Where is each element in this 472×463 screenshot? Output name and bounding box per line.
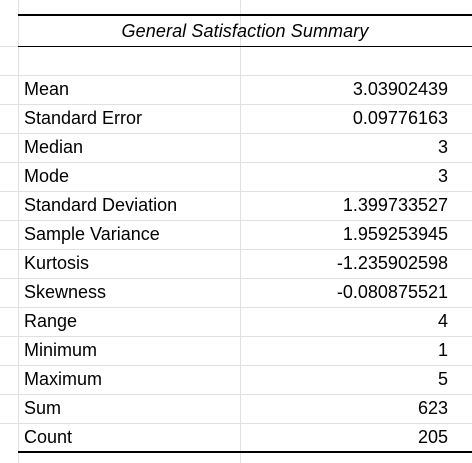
stat-value-mean[interactable]: 3.03902439 bbox=[352, 79, 448, 99]
stat-value-minimum[interactable]: 1 bbox=[437, 340, 448, 360]
table-bottom-border bbox=[18, 451, 472, 453]
stat-label-sum[interactable]: Sum bbox=[24, 398, 62, 418]
table-row: Standard Error 0.09776163 bbox=[18, 104, 472, 133]
stat-label-mode[interactable]: Mode bbox=[24, 166, 70, 186]
table-title[interactable]: General Satisfaction Summary bbox=[121, 21, 369, 41]
stat-label-range[interactable]: Range bbox=[24, 311, 78, 331]
stat-label-count[interactable]: Count bbox=[24, 427, 73, 447]
stat-label-median[interactable]: Median bbox=[24, 137, 84, 157]
gridline bbox=[0, 394, 472, 395]
table-row: Mode 3 bbox=[18, 162, 472, 191]
gridline bbox=[0, 423, 472, 424]
stat-value-count[interactable]: 205 bbox=[417, 427, 448, 447]
stat-value-range[interactable]: 4 bbox=[437, 311, 448, 331]
table-row: Sum 623 bbox=[18, 394, 472, 423]
title-underline bbox=[18, 46, 472, 47]
stat-label-sample-variance[interactable]: Sample Variance bbox=[24, 224, 160, 244]
stat-label-mean[interactable]: Mean bbox=[24, 79, 70, 99]
table-row: Minimum 1 bbox=[18, 336, 472, 365]
stat-value-kurtosis[interactable]: -1.235902598 bbox=[336, 253, 448, 273]
table-row: Count 205 bbox=[18, 423, 472, 452]
gridline bbox=[0, 104, 472, 105]
gridline bbox=[18, 0, 19, 463]
stat-value-sum[interactable]: 623 bbox=[417, 398, 448, 418]
gridline bbox=[0, 191, 472, 192]
stat-value-standard-deviation[interactable]: 1.399733527 bbox=[342, 195, 448, 215]
gridline bbox=[0, 307, 472, 308]
gridline bbox=[240, 0, 241, 463]
stat-label-standard-deviation[interactable]: Standard Deviation bbox=[24, 195, 178, 215]
stat-label-standard-error[interactable]: Standard Error bbox=[24, 108, 143, 128]
stat-label-skewness[interactable]: Skewness bbox=[24, 282, 107, 302]
gridline bbox=[0, 75, 472, 76]
table-row: Kurtosis -1.235902598 bbox=[18, 249, 472, 278]
stat-label-minimum[interactable]: Minimum bbox=[24, 340, 98, 360]
stat-label-kurtosis[interactable]: Kurtosis bbox=[24, 253, 90, 273]
table-row: Skewness -0.080875521 bbox=[18, 278, 472, 307]
stat-value-standard-error[interactable]: 0.09776163 bbox=[352, 108, 448, 128]
gridline bbox=[0, 162, 472, 163]
stat-label-maximum[interactable]: Maximum bbox=[24, 369, 103, 389]
stat-value-median[interactable]: 3 bbox=[437, 137, 448, 157]
stat-value-mode[interactable]: 3 bbox=[437, 166, 448, 186]
gridline bbox=[0, 133, 472, 134]
table-row: Mean 3.03902439 bbox=[18, 75, 472, 104]
table-row: Maximum 5 bbox=[18, 365, 472, 394]
stat-value-sample-variance[interactable]: 1.959253945 bbox=[342, 224, 448, 244]
table-top-border bbox=[18, 14, 472, 16]
gridline bbox=[0, 220, 472, 221]
gridline bbox=[0, 249, 472, 250]
stat-value-skewness[interactable]: -0.080875521 bbox=[336, 282, 448, 302]
table-row: Range 4 bbox=[18, 307, 472, 336]
table-row: Sample Variance 1.959253945 bbox=[18, 220, 472, 249]
table-row: Standard Deviation 1.399733527 bbox=[18, 191, 472, 220]
table-row: Median 3 bbox=[18, 133, 472, 162]
stat-value-maximum[interactable]: 5 bbox=[437, 369, 448, 389]
gridline bbox=[0, 365, 472, 366]
gridline bbox=[0, 336, 472, 337]
gridline bbox=[0, 278, 472, 279]
